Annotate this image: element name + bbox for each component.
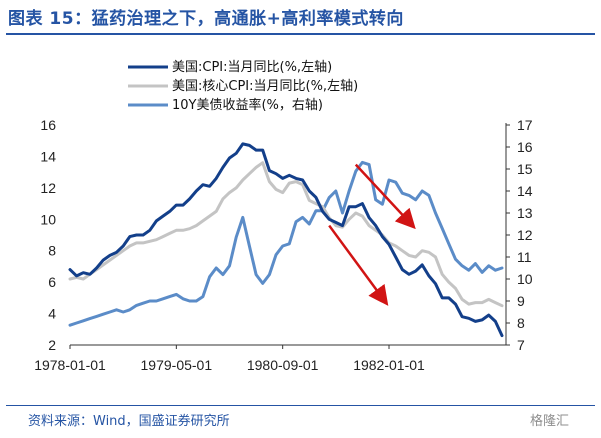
series-line-cpi: [68, 142, 504, 338]
footer-rule: [6, 405, 595, 406]
left-y-tick-label: 16: [40, 117, 56, 133]
chart-title: 图表 15：猛药治理之下，高通胀+高利率模式转向: [8, 9, 404, 29]
left-y-tick-label: 2: [48, 337, 56, 353]
series-line-core-cpi: [68, 161, 504, 308]
left-y-tick-label: 8: [48, 243, 56, 259]
left-y-tick-label: 10: [40, 211, 56, 227]
right-y-tick-label: 8: [517, 315, 525, 331]
right-y-tick-label: 13: [517, 205, 533, 221]
left-y-tick-label: 6: [48, 274, 56, 290]
left-y-tick-label: 4: [48, 306, 56, 322]
legend-label-10y: 10Y美债收益率(%，右轴): [172, 97, 323, 113]
right-y-tick-label: 17: [517, 117, 533, 133]
right-y-tick-label: 9: [517, 293, 525, 309]
watermark-text: 格隆汇: [530, 414, 570, 429]
right-y-tick-label: 7: [517, 337, 525, 353]
series-line-10y-yield: [68, 160, 504, 327]
right-y-tick-label: 15: [517, 161, 533, 177]
title-rule: [6, 33, 595, 35]
x-tick-label: 1978-01-01: [34, 357, 106, 373]
right-y-tick-label: 12: [517, 227, 533, 243]
legend-label-core-cpi: 美国:核心CPI:当月同比(%,左轴): [172, 79, 358, 94]
right-y-tick-label: 14: [517, 183, 533, 199]
right-y-tick-label: 16: [517, 139, 533, 155]
trend-arrow-cpi: [328, 224, 389, 306]
legend-label-cpi: 美国:CPI:当月同比(%,左轴): [172, 60, 332, 75]
left-y-tick-label: 12: [40, 180, 56, 196]
x-tick-label: 1982-01-01: [353, 357, 425, 373]
trend-arrow-yield: [354, 163, 416, 230]
left-y-tick-label: 14: [40, 148, 56, 164]
legend: 美国:CPI:当月同比(%,左轴) 美国:核心CPI:当月同比(%,左轴) 10…: [128, 60, 358, 113]
right-y-tick-label: 10: [517, 271, 533, 287]
right-y-tick-label: 11: [517, 249, 532, 265]
x-tick-label: 1980-09-01: [247, 357, 319, 373]
source-note: 资料来源：Wind，国盛证券研究所: [28, 414, 230, 429]
x-tick-label: 1979-05-01: [141, 357, 213, 373]
